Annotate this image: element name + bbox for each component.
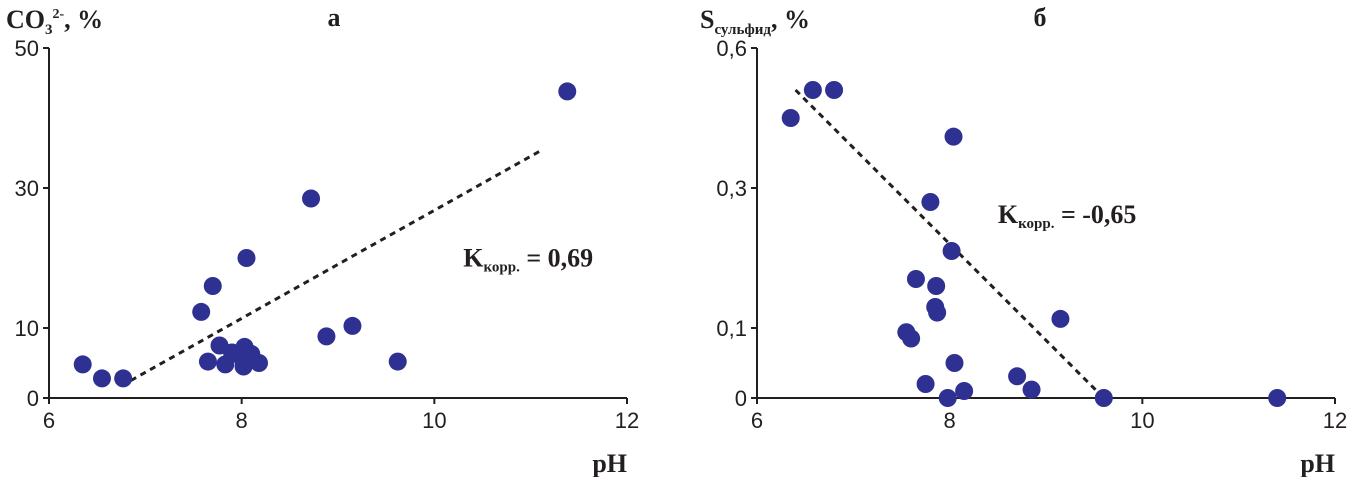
data-point xyxy=(825,81,844,99)
y-tick-label: 30 xyxy=(15,176,39,201)
correlation-annotation: Kкорр. = -0,65 xyxy=(998,200,1137,232)
data-point xyxy=(558,82,577,101)
annotation-sub: корр. xyxy=(483,259,520,275)
x-tick-label: 6 xyxy=(751,408,763,433)
x-tick-label: 6 xyxy=(43,408,55,433)
y-axis-label: CO32-, % xyxy=(6,5,103,38)
panel-letter: а xyxy=(328,3,341,32)
panel-a: 0 10 30 50 6 8 10 12 CO32-, % а pH Kкорр. = 0,69 xyxy=(6,3,639,477)
y-axis-label-sup: 2- xyxy=(53,7,65,22)
trendline xyxy=(130,149,542,382)
data-point xyxy=(928,303,947,322)
data-point xyxy=(388,352,407,371)
y-tick-label: 0,6 xyxy=(716,36,747,61)
data-point xyxy=(916,375,935,393)
data-point xyxy=(906,270,925,288)
y-tick-label: 0 xyxy=(27,386,39,411)
y-axis-label-main: CO xyxy=(6,5,45,34)
data-point xyxy=(921,193,940,211)
data-point xyxy=(942,242,961,260)
data-point xyxy=(902,329,921,348)
data-point xyxy=(317,327,336,346)
data-point xyxy=(1051,309,1070,328)
panel-letter: б xyxy=(1034,3,1047,32)
x-tick-label: 8 xyxy=(236,408,248,433)
annotation-rest: = -0,65 xyxy=(1054,200,1136,229)
annotation-rest: = 0,69 xyxy=(520,243,593,272)
y-tick-label: 10 xyxy=(15,316,39,341)
data-point xyxy=(1022,380,1041,399)
y-axis-label-sub: сульфид xyxy=(714,22,771,38)
x-tick-label: 12 xyxy=(1323,408,1347,433)
data-point xyxy=(945,354,964,372)
x-tick-label: 8 xyxy=(944,408,956,433)
data-point xyxy=(237,249,256,267)
data-point xyxy=(1008,367,1027,386)
x-tick-label: 10 xyxy=(1130,408,1154,433)
y-axis-label-main: S xyxy=(700,5,714,34)
annotation-main: K xyxy=(463,243,484,272)
data-point xyxy=(944,127,963,146)
x-tick-label: 12 xyxy=(615,408,639,433)
data-point xyxy=(1268,389,1287,407)
annotation-main: K xyxy=(998,200,1019,229)
y-axis-label-rest: , % xyxy=(771,5,810,34)
x-axis-label: pH xyxy=(592,449,627,477)
y-axis-label-sub: 3 xyxy=(45,22,53,38)
data-point xyxy=(203,277,222,295)
y-tick-label: 0 xyxy=(735,386,747,411)
data-point xyxy=(938,389,957,407)
y-tick-label: 0,1 xyxy=(716,316,747,341)
x-axis-label: pH xyxy=(1300,449,1335,477)
data-point xyxy=(781,109,800,127)
data-point xyxy=(955,382,974,400)
annotation-sub: корр. xyxy=(1018,216,1055,232)
data-point xyxy=(302,189,321,208)
data-point xyxy=(250,354,269,372)
data-point xyxy=(73,355,92,374)
data-point xyxy=(343,316,362,335)
panel-b: 0 0,1 0,3 0,6 6 8 10 12 Sсульфид, % б pH Kкорр. = -… xyxy=(700,3,1347,477)
data-point xyxy=(92,369,111,388)
data-point xyxy=(192,302,211,321)
trendline xyxy=(794,88,1105,400)
data-point xyxy=(114,369,133,388)
correlation-annotation: Kкорр. = 0,69 xyxy=(463,243,593,275)
y-tick-label: 0,3 xyxy=(716,176,747,201)
data-point xyxy=(1094,389,1113,407)
data-point xyxy=(803,81,822,99)
y-axis-label: Sсульфид, % xyxy=(700,5,810,38)
y-tick-label: 50 xyxy=(15,36,39,61)
x-tick-label: 10 xyxy=(422,408,446,433)
y-axis-label-rest: , % xyxy=(64,5,103,34)
data-point xyxy=(927,277,946,295)
data-point xyxy=(198,352,217,371)
